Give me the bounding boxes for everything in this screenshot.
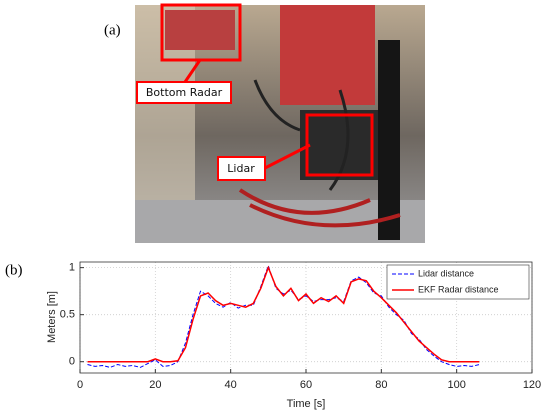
legend-label: Lidar distance [418,268,474,278]
y-tick-label: 0 [69,356,75,368]
photo-label: Lidar [227,162,255,175]
x-tick-label: 120 [523,379,541,391]
x-tick-label: 20 [149,379,161,391]
photo-label: Bottom Radar [146,86,223,99]
x-tick-label: 60 [300,379,312,391]
axes-box [79,261,533,374]
legend-box [386,264,530,300]
x-axis-label: Time [s] [287,398,326,410]
y-tick-label: 0.5 [60,309,75,321]
data-line [87,264,480,368]
y-tick-label: 1 [69,262,75,274]
panel-label: (a) [104,22,121,38]
x-tick-label: 100 [447,379,465,391]
photo [135,3,425,243]
data-line [87,265,480,363]
legend-label: EKF Radar distance [418,284,499,294]
y-axis-label: Meters [m] [46,291,58,343]
x-tick-label: 40 [225,379,237,391]
panel-label: (b) [5,262,23,278]
x-tick-label: 80 [375,379,387,391]
x-tick-label: 0 [77,379,83,391]
